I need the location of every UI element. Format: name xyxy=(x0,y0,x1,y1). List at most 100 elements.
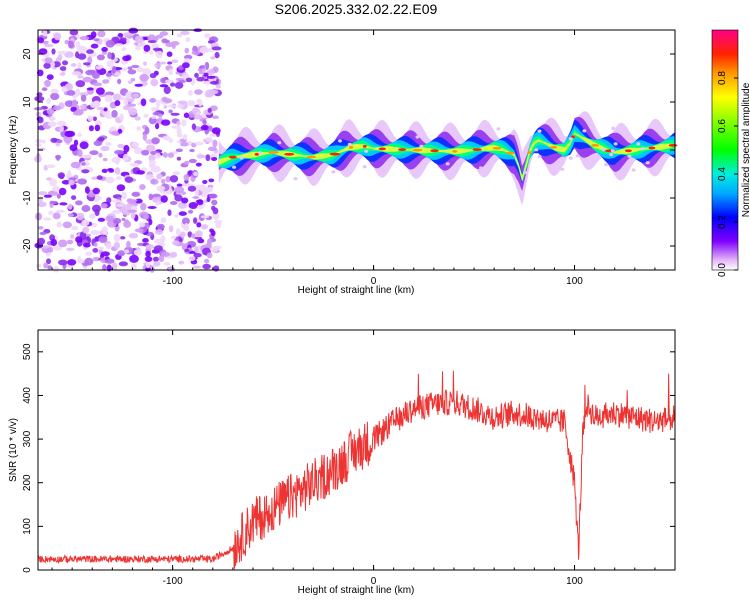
noise-blob xyxy=(92,116,98,122)
noise-blob xyxy=(93,38,100,42)
noise-blob xyxy=(46,108,55,115)
noise-blob xyxy=(77,53,87,60)
ridge-hotspot xyxy=(452,150,458,153)
noise-blob xyxy=(77,62,82,70)
noise-blob xyxy=(127,209,137,213)
ridge-hotspot xyxy=(430,149,439,153)
noise-blob xyxy=(140,202,147,211)
noise-blob xyxy=(201,224,208,230)
noise-blob xyxy=(46,74,54,80)
noise-blob xyxy=(41,87,48,91)
noise-blob xyxy=(73,139,79,146)
noise-blob xyxy=(134,228,144,233)
noise-blob xyxy=(171,125,181,129)
noise-blob xyxy=(110,130,119,136)
noise-blob xyxy=(149,159,156,166)
noise-blob xyxy=(161,119,171,126)
noise-blob xyxy=(155,34,164,39)
noise-blob xyxy=(37,226,44,230)
noise-blob xyxy=(136,67,144,73)
noise-blob xyxy=(166,51,173,57)
noise-blob xyxy=(135,198,143,204)
noise-blob xyxy=(89,150,99,156)
ridge-hotspot xyxy=(648,146,656,150)
noise-blob xyxy=(87,56,93,65)
noise-blob xyxy=(43,217,52,221)
noise-blob xyxy=(76,212,85,221)
ridge-speckle xyxy=(534,148,539,152)
noise-blob xyxy=(194,72,199,78)
noise-blob xyxy=(93,100,101,107)
noise-blob xyxy=(177,202,188,209)
noise-blob xyxy=(48,116,56,121)
ridge-speckle xyxy=(511,132,515,136)
noise-blob xyxy=(77,178,87,185)
noise-blob xyxy=(151,115,157,120)
noise-blob xyxy=(113,72,122,76)
noise-blob xyxy=(176,33,183,38)
noise-blob xyxy=(172,240,180,246)
noise-blob xyxy=(69,29,79,36)
noise-blob xyxy=(92,248,99,253)
noise-blob xyxy=(216,84,221,89)
colorbar-tick-label: 0.6 xyxy=(717,119,728,133)
colorbar: 0.0 0.2 0.4 0.6 0.8 Normalized spectral ampl… xyxy=(711,29,750,277)
noise-blob xyxy=(193,171,199,177)
noise-blob xyxy=(140,98,147,107)
noise-blob xyxy=(193,265,201,269)
ridge-speckle xyxy=(364,149,369,153)
noise-blob xyxy=(212,139,218,148)
noise-blob xyxy=(50,238,58,247)
noise-blob xyxy=(81,205,91,212)
noise-blob xyxy=(97,30,106,38)
ridge-speckle xyxy=(636,142,641,146)
noise-blob xyxy=(79,36,90,41)
x-tick-label: 0 xyxy=(371,576,377,587)
noise-blob xyxy=(115,176,122,180)
noise-blob xyxy=(37,69,44,77)
noise-blob xyxy=(187,185,197,192)
noise-blob xyxy=(51,48,56,55)
noise-blob xyxy=(196,98,202,103)
noise-blob xyxy=(143,44,151,52)
noise-blob xyxy=(183,112,190,119)
ridge-hotspot xyxy=(591,144,600,147)
ridge-speckle xyxy=(277,141,282,145)
ridge-speckle xyxy=(479,166,483,170)
noise-blob xyxy=(58,187,67,196)
noise-blob xyxy=(66,239,74,245)
noise-blob xyxy=(105,72,112,77)
noise-blob xyxy=(92,82,103,87)
noise-blob xyxy=(127,69,137,75)
noise-blob xyxy=(96,246,105,251)
noise-blob xyxy=(61,180,71,185)
noise-blob xyxy=(58,239,68,248)
ridge-speckle xyxy=(338,139,342,143)
noise-blob xyxy=(208,186,213,193)
noise-blob xyxy=(48,210,54,215)
noise-blob xyxy=(188,90,193,96)
ridge-hotspot xyxy=(668,144,678,147)
noise-blob xyxy=(206,75,216,79)
noise-blob xyxy=(56,193,61,199)
noise-blob xyxy=(79,104,86,110)
noise-blob xyxy=(67,203,73,210)
noise-blob xyxy=(92,72,100,79)
noise-blob xyxy=(174,213,179,218)
noise-blob xyxy=(176,120,181,126)
noise-blob xyxy=(53,245,62,251)
noise-blob xyxy=(128,27,139,34)
ridge-hotspot xyxy=(527,151,532,154)
noise-blob xyxy=(68,40,74,49)
noise-blob xyxy=(161,178,166,184)
noise-blob xyxy=(195,162,202,167)
noise-blob xyxy=(181,217,190,225)
noise-blob xyxy=(156,173,163,180)
spectrogram-x-label: Height of straight line (km) xyxy=(298,285,415,296)
noise-blob xyxy=(130,211,136,220)
noise-blob xyxy=(188,202,199,209)
noise-blob xyxy=(114,149,124,155)
noise-blob xyxy=(158,113,163,118)
noise-blob xyxy=(113,209,120,214)
noise-blob xyxy=(83,242,91,248)
